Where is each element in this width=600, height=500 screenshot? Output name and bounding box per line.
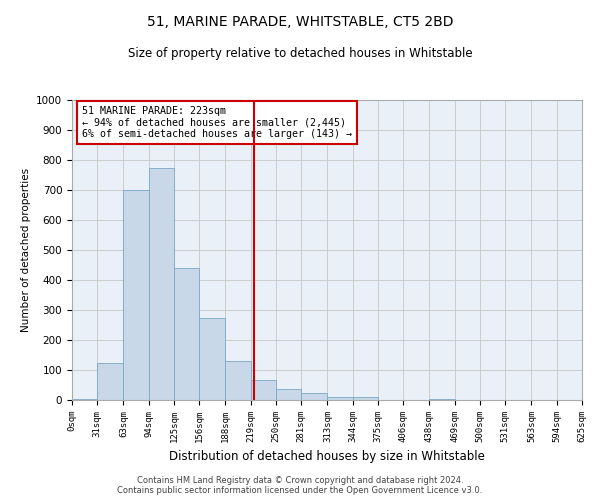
- Text: 51, MARINE PARADE, WHITSTABLE, CT5 2BD: 51, MARINE PARADE, WHITSTABLE, CT5 2BD: [147, 15, 453, 29]
- Bar: [174, 268, 199, 400]
- Bar: [149, 168, 174, 400]
- Bar: [328, 397, 353, 400]
- Bar: [430, 398, 455, 400]
- Text: 51 MARINE PARADE: 223sqm
← 94% of detached houses are smaller (2,445)
6% of semi: 51 MARINE PARADE: 223sqm ← 94% of detach…: [82, 106, 352, 139]
- Y-axis label: Number of detached properties: Number of detached properties: [20, 168, 31, 332]
- Bar: [301, 394, 328, 400]
- Bar: [97, 362, 124, 400]
- Bar: [199, 318, 226, 400]
- Bar: [124, 190, 149, 400]
- Bar: [276, 388, 301, 400]
- Bar: [72, 398, 97, 400]
- X-axis label: Distribution of detached houses by size in Whitstable: Distribution of detached houses by size …: [169, 450, 485, 464]
- Text: Size of property relative to detached houses in Whitstable: Size of property relative to detached ho…: [128, 48, 472, 60]
- Bar: [353, 397, 378, 400]
- Bar: [226, 361, 251, 400]
- Bar: [251, 380, 276, 400]
- Text: Contains HM Land Registry data © Crown copyright and database right 2024.
Contai: Contains HM Land Registry data © Crown c…: [118, 476, 482, 495]
